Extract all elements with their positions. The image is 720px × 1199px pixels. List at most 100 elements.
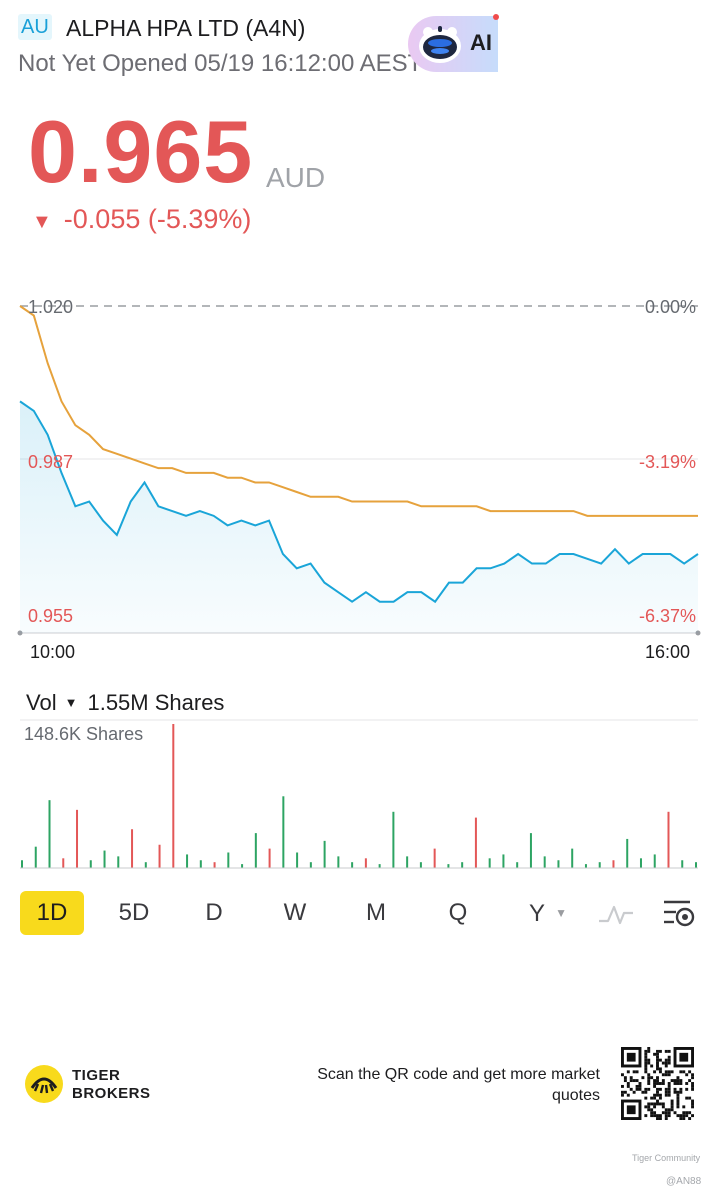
x-label-start: 10:00	[30, 642, 76, 662]
volume-bar	[598, 862, 601, 868]
volume-bar	[296, 852, 299, 868]
market-status: Not Yet Opened 05/19 16:12:00 AEST	[18, 50, 423, 77]
volume-bar	[516, 862, 519, 868]
y-label-high: 1.020	[28, 297, 74, 317]
volume-bar	[543, 856, 546, 868]
qr-code-icon[interactable]	[621, 1047, 694, 1120]
x-label-end: 16:00	[644, 642, 690, 662]
volume-bar	[653, 854, 656, 868]
volume-bar	[584, 864, 587, 868]
stock-name: ALPHA HPA LTD (A4N)	[66, 15, 306, 41]
tab-w[interactable]: W	[283, 899, 307, 926]
price-area-fill	[20, 401, 698, 633]
brand-line-1: TIGER	[72, 1067, 121, 1084]
last-price: 0.965	[28, 102, 254, 201]
volume-bar	[557, 860, 560, 868]
volume-bar	[131, 829, 134, 868]
tab-d[interactable]: D	[205, 899, 223, 926]
volume-bar	[612, 860, 615, 868]
tab-y-label: Y	[529, 900, 546, 927]
currency-label: AUD	[266, 162, 326, 193]
price-change: ▼ -0.055 (-5.39%)	[32, 203, 251, 238]
volume-bar	[667, 811, 670, 868]
caret-down-icon: ▼	[64, 695, 78, 710]
volume-bar	[172, 724, 175, 868]
brand-name: TIGER BROKERS	[72, 1067, 151, 1103]
chart-settings-icon[interactable]	[660, 897, 696, 931]
volume-bar	[419, 862, 422, 868]
volume-bar	[34, 846, 37, 868]
volume-bar	[378, 864, 381, 868]
volume-bar	[406, 856, 409, 868]
volume-bar	[144, 862, 147, 868]
volume-bar	[62, 858, 65, 868]
volume-bar	[48, 800, 51, 868]
volume-bar	[474, 817, 477, 868]
ai-assistant-button[interactable]	[408, 16, 498, 72]
volume-bar	[213, 862, 216, 868]
volume-bar	[488, 858, 491, 868]
ai-notification-dot	[493, 14, 499, 20]
volume-bar	[351, 862, 354, 868]
ai-robot-icon	[419, 26, 461, 63]
pct-label-low: -6.37%	[638, 606, 696, 626]
market-badge: AU	[18, 14, 52, 40]
intraday-chart[interactable]	[0, 290, 720, 650]
volume-bar	[282, 796, 285, 868]
volume-bar	[433, 848, 436, 868]
tiger-logo-icon	[25, 1065, 63, 1103]
scan-prompt: Scan the QR code and get more market quo…	[317, 1066, 600, 1104]
volume-bar	[571, 848, 574, 868]
down-triangle-icon: ▼	[32, 211, 52, 233]
pct-label-high: 0.00%	[644, 297, 696, 317]
y-label-mid: 0.987	[28, 452, 74, 472]
volume-max-label: 148.6K Shares	[24, 724, 144, 744]
average-price-line	[19, 305, 698, 517]
line-style-icon[interactable]	[596, 899, 636, 929]
volume-label: Vol	[26, 690, 57, 715]
volume-bar	[529, 833, 532, 868]
volume-bar	[695, 862, 697, 868]
ai-label[interactable]: AI	[470, 30, 492, 55]
caret-down-icon: ▼	[555, 906, 567, 920]
volume-bar	[254, 833, 257, 868]
change-value: -0.055 (-5.39%)	[63, 204, 252, 234]
volume-bar	[364, 858, 367, 868]
volume-total: 1.55M Shares	[87, 690, 225, 715]
volume-bar	[681, 860, 684, 868]
volume-bar	[76, 809, 79, 868]
volume-bar	[117, 856, 120, 868]
tab-q[interactable]: Q	[448, 899, 468, 926]
volume-bar	[89, 860, 92, 868]
user-handle: @AN88	[666, 1176, 702, 1187]
volume-bar	[502, 854, 505, 868]
volume-bar	[461, 862, 464, 868]
community-watermark: Tiger Community	[632, 1153, 701, 1163]
volume-bar	[626, 838, 629, 868]
period-tabs: 1D 5D D W M Q Y ▼	[20, 891, 710, 937]
volume-bar	[241, 864, 244, 868]
volume-bar	[392, 811, 395, 868]
y-label-low: 0.955	[28, 606, 74, 626]
price-line	[19, 400, 699, 604]
volume-bar	[447, 864, 450, 868]
pct-label-mid: -3.19%	[638, 452, 696, 472]
volume-chart	[20, 719, 698, 869]
tab-1d[interactable]: 1D	[20, 891, 84, 935]
volume-selector[interactable]: Vol ▼ 1.55M Shares	[26, 690, 224, 716]
volume-bar	[21, 860, 23, 868]
brand-line-2: BROKERS	[72, 1085, 151, 1102]
volume-bar	[323, 840, 326, 868]
volume-bar	[268, 848, 271, 868]
volume-bar	[639, 858, 642, 868]
tab-m[interactable]: M	[366, 899, 386, 926]
volume-bar	[199, 860, 202, 868]
tab-5d[interactable]: 5D	[118, 899, 150, 926]
tab-y[interactable]: Y ▼	[508, 891, 588, 935]
volume-bar	[337, 856, 340, 868]
volume-bar	[186, 854, 189, 868]
volume-bar	[158, 844, 161, 868]
volume-bar	[309, 862, 312, 868]
volume-bar	[103, 850, 106, 868]
volume-bar	[227, 852, 230, 868]
